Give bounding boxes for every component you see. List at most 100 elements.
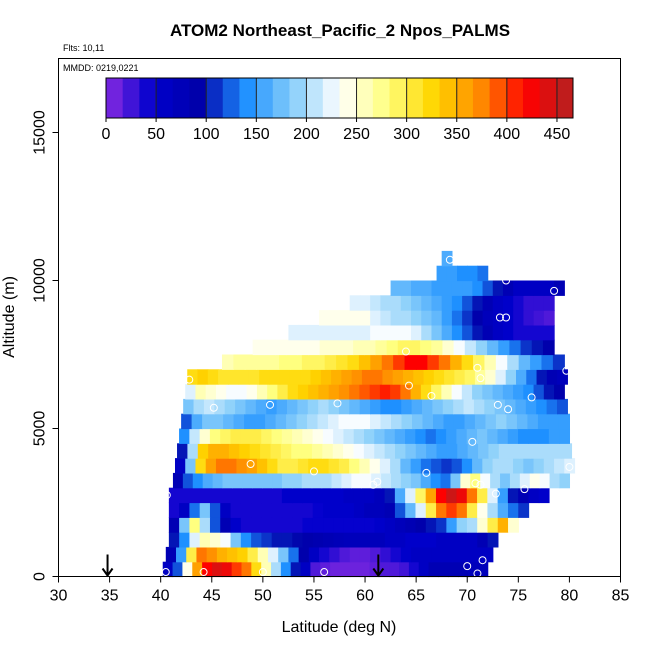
heatmap-cell-r19-c4 bbox=[431, 280, 443, 296]
heatmap-cell-r13-c0 bbox=[187, 369, 199, 385]
heatmap-cell-r8-c32 bbox=[509, 443, 521, 459]
heatmap-cell-r1-c14 bbox=[308, 546, 320, 563]
heatmap-cell-r5-c7 bbox=[240, 487, 252, 504]
heatmap-cell-r10-c31 bbox=[506, 413, 518, 430]
heatmap-cell-r1-c19 bbox=[359, 546, 371, 563]
heatmap-cell-r16-c12 bbox=[411, 324, 422, 341]
heatmap-cell-r5-c26 bbox=[435, 487, 447, 504]
colorbar-tick-label-150: 150 bbox=[243, 126, 270, 143]
heatmap-cell-r13-c33 bbox=[526, 369, 538, 385]
heatmap-cell-r2-c20 bbox=[374, 532, 386, 548]
heatmap-cell-r10-c12 bbox=[307, 413, 319, 430]
heatmap-cell-r3-c31 bbox=[487, 517, 499, 533]
heatmap-cell-r11-c17 bbox=[359, 398, 371, 415]
heatmap-cell-r18-c1 bbox=[359, 295, 371, 311]
heatmap-cell-r9-c37 bbox=[559, 428, 571, 444]
heatmap-cell-r11-c15 bbox=[338, 398, 350, 415]
heatmap-cell-r14-c4 bbox=[267, 354, 280, 370]
heatmap-cell-r9-c22 bbox=[405, 428, 416, 444]
heatmap-cell-r1-c18 bbox=[349, 546, 361, 563]
heatmap-cell-r11-c11 bbox=[297, 398, 309, 415]
heatmap-cell-r14-c27 bbox=[530, 354, 543, 370]
heatmap-cell-r7-c23 bbox=[410, 458, 422, 474]
sample-point-1 bbox=[199, 568, 208, 577]
heatmap-cell-r11-c22 bbox=[411, 398, 423, 415]
heatmap-cell-r0-c18 bbox=[339, 561, 351, 578]
colorbar-swatch-8 bbox=[239, 78, 257, 118]
heatmap-cell-r12-c19 bbox=[379, 384, 391, 400]
heatmap-cell-r8-c21 bbox=[395, 443, 406, 459]
heatmap-cell-r4-c28 bbox=[456, 502, 468, 518]
heatmap-cell-r2-c29 bbox=[467, 532, 478, 548]
heatmap-cell-r9-c11 bbox=[292, 428, 303, 444]
heatmap-cell-r8-c16 bbox=[343, 443, 355, 459]
heatmap-cell-r6-c30 bbox=[470, 472, 481, 489]
heatmap-cell-r17-c7 bbox=[390, 310, 402, 326]
colorbar-tick-label-450: 450 bbox=[544, 126, 571, 143]
heatmap-cell-r13-c9 bbox=[279, 369, 291, 385]
heatmap-cell-r13-c8 bbox=[269, 369, 281, 385]
colorbar-tick-label-300: 300 bbox=[393, 126, 420, 143]
sample-point-20 bbox=[266, 400, 275, 409]
heatmap-cell-r8-c6 bbox=[239, 443, 251, 459]
heatmap-cell-r5-c16 bbox=[333, 487, 345, 504]
heatmap-cell-r15-c18 bbox=[453, 339, 466, 356]
heatmap-cell-r18-c5 bbox=[400, 295, 412, 311]
heatmap-cell-r1-c16 bbox=[329, 546, 341, 563]
heatmap-cell-r17-c14 bbox=[462, 310, 473, 326]
heatmap-cell-r3-c14 bbox=[312, 517, 324, 533]
heatmap-cell-r4-c0 bbox=[168, 502, 180, 518]
heatmap-cell-r19-c9 bbox=[482, 280, 494, 296]
heatmap-cell-r12-c29 bbox=[482, 384, 494, 400]
heatmap-cell-r0-c23 bbox=[389, 561, 400, 578]
heatmap-cell-r0-c5 bbox=[211, 561, 223, 578]
heatmap-cell-r11-c21 bbox=[401, 398, 413, 415]
sample-point-11 bbox=[476, 480, 485, 489]
heatmap-cell-r13-c32 bbox=[516, 369, 527, 385]
heatmap-cell-r18-c13 bbox=[482, 295, 494, 311]
heatmap-cell-r18-c12 bbox=[472, 295, 484, 311]
colorbar-swatch-16 bbox=[372, 78, 391, 118]
heatmap-cell-r12-c25 bbox=[441, 384, 453, 400]
heatmap-cell-r7-c15 bbox=[328, 458, 340, 474]
heatmap-cell-r15-c1 bbox=[263, 339, 276, 356]
heatmap-cell-r5-c5 bbox=[220, 487, 232, 504]
heatmap-cell-r7-c32 bbox=[502, 458, 514, 474]
sample-point-29 bbox=[476, 374, 485, 383]
sample-point-4 bbox=[463, 562, 472, 571]
heatmap-cell-r10-c7 bbox=[254, 413, 266, 430]
flight-marker-arrow-1 bbox=[372, 554, 385, 578]
heatmap-cell-r8-c29 bbox=[478, 443, 490, 459]
heatmap-cell-r8-c23 bbox=[415, 443, 427, 459]
heatmap-cell-r10-c0 bbox=[181, 413, 193, 430]
heatmap-cell-r12-c28 bbox=[472, 384, 483, 400]
heatmap-cell-r4-c11 bbox=[281, 502, 293, 518]
heatmap-cell-r16-c15 bbox=[441, 324, 453, 341]
heatmap-cell-r6-c25 bbox=[420, 472, 432, 489]
heatmap-cell-r10-c30 bbox=[495, 413, 508, 430]
y-tick-label-10000: 10000 bbox=[32, 258, 49, 303]
heatmap-cell-r0-c14 bbox=[300, 561, 312, 578]
heatmap-cell-r7-c29 bbox=[472, 458, 483, 474]
heatmap-cell-r0-c22 bbox=[379, 561, 390, 578]
heatmap-cell-r10-c15 bbox=[338, 413, 350, 430]
heatmap-cell-r1-c17 bbox=[339, 546, 351, 563]
heatmap-cell-r4-c9 bbox=[261, 502, 273, 518]
heatmap-cell-r3-c21 bbox=[384, 517, 396, 533]
heatmap-cell-r3-c0 bbox=[168, 517, 180, 533]
heatmap-cell-r6-c13 bbox=[301, 472, 313, 489]
heatmap-cell-r13-c11 bbox=[300, 369, 312, 385]
heatmap-cell-r9-c21 bbox=[394, 428, 406, 444]
heatmap-cell-r12-c30 bbox=[492, 384, 504, 400]
heatmap-cell-r14-c24 bbox=[495, 354, 508, 370]
heatmap-cell-r10-c6 bbox=[244, 413, 256, 430]
heatmap-cell-r14-c11 bbox=[347, 354, 360, 370]
heatmap-cell-r12-c21 bbox=[400, 384, 412, 400]
heatmap-cell-r8-c11 bbox=[291, 443, 303, 459]
heatmap-cell-r18-c15 bbox=[502, 295, 514, 311]
colorbar-swatch-12 bbox=[306, 78, 324, 118]
heatmap-cell-r9-c4 bbox=[220, 428, 232, 444]
heatmap-cell-r14-c20 bbox=[450, 354, 463, 370]
heatmap-cell-r6-c2 bbox=[192, 472, 204, 489]
heatmap-cell-r8-c34 bbox=[529, 443, 541, 459]
